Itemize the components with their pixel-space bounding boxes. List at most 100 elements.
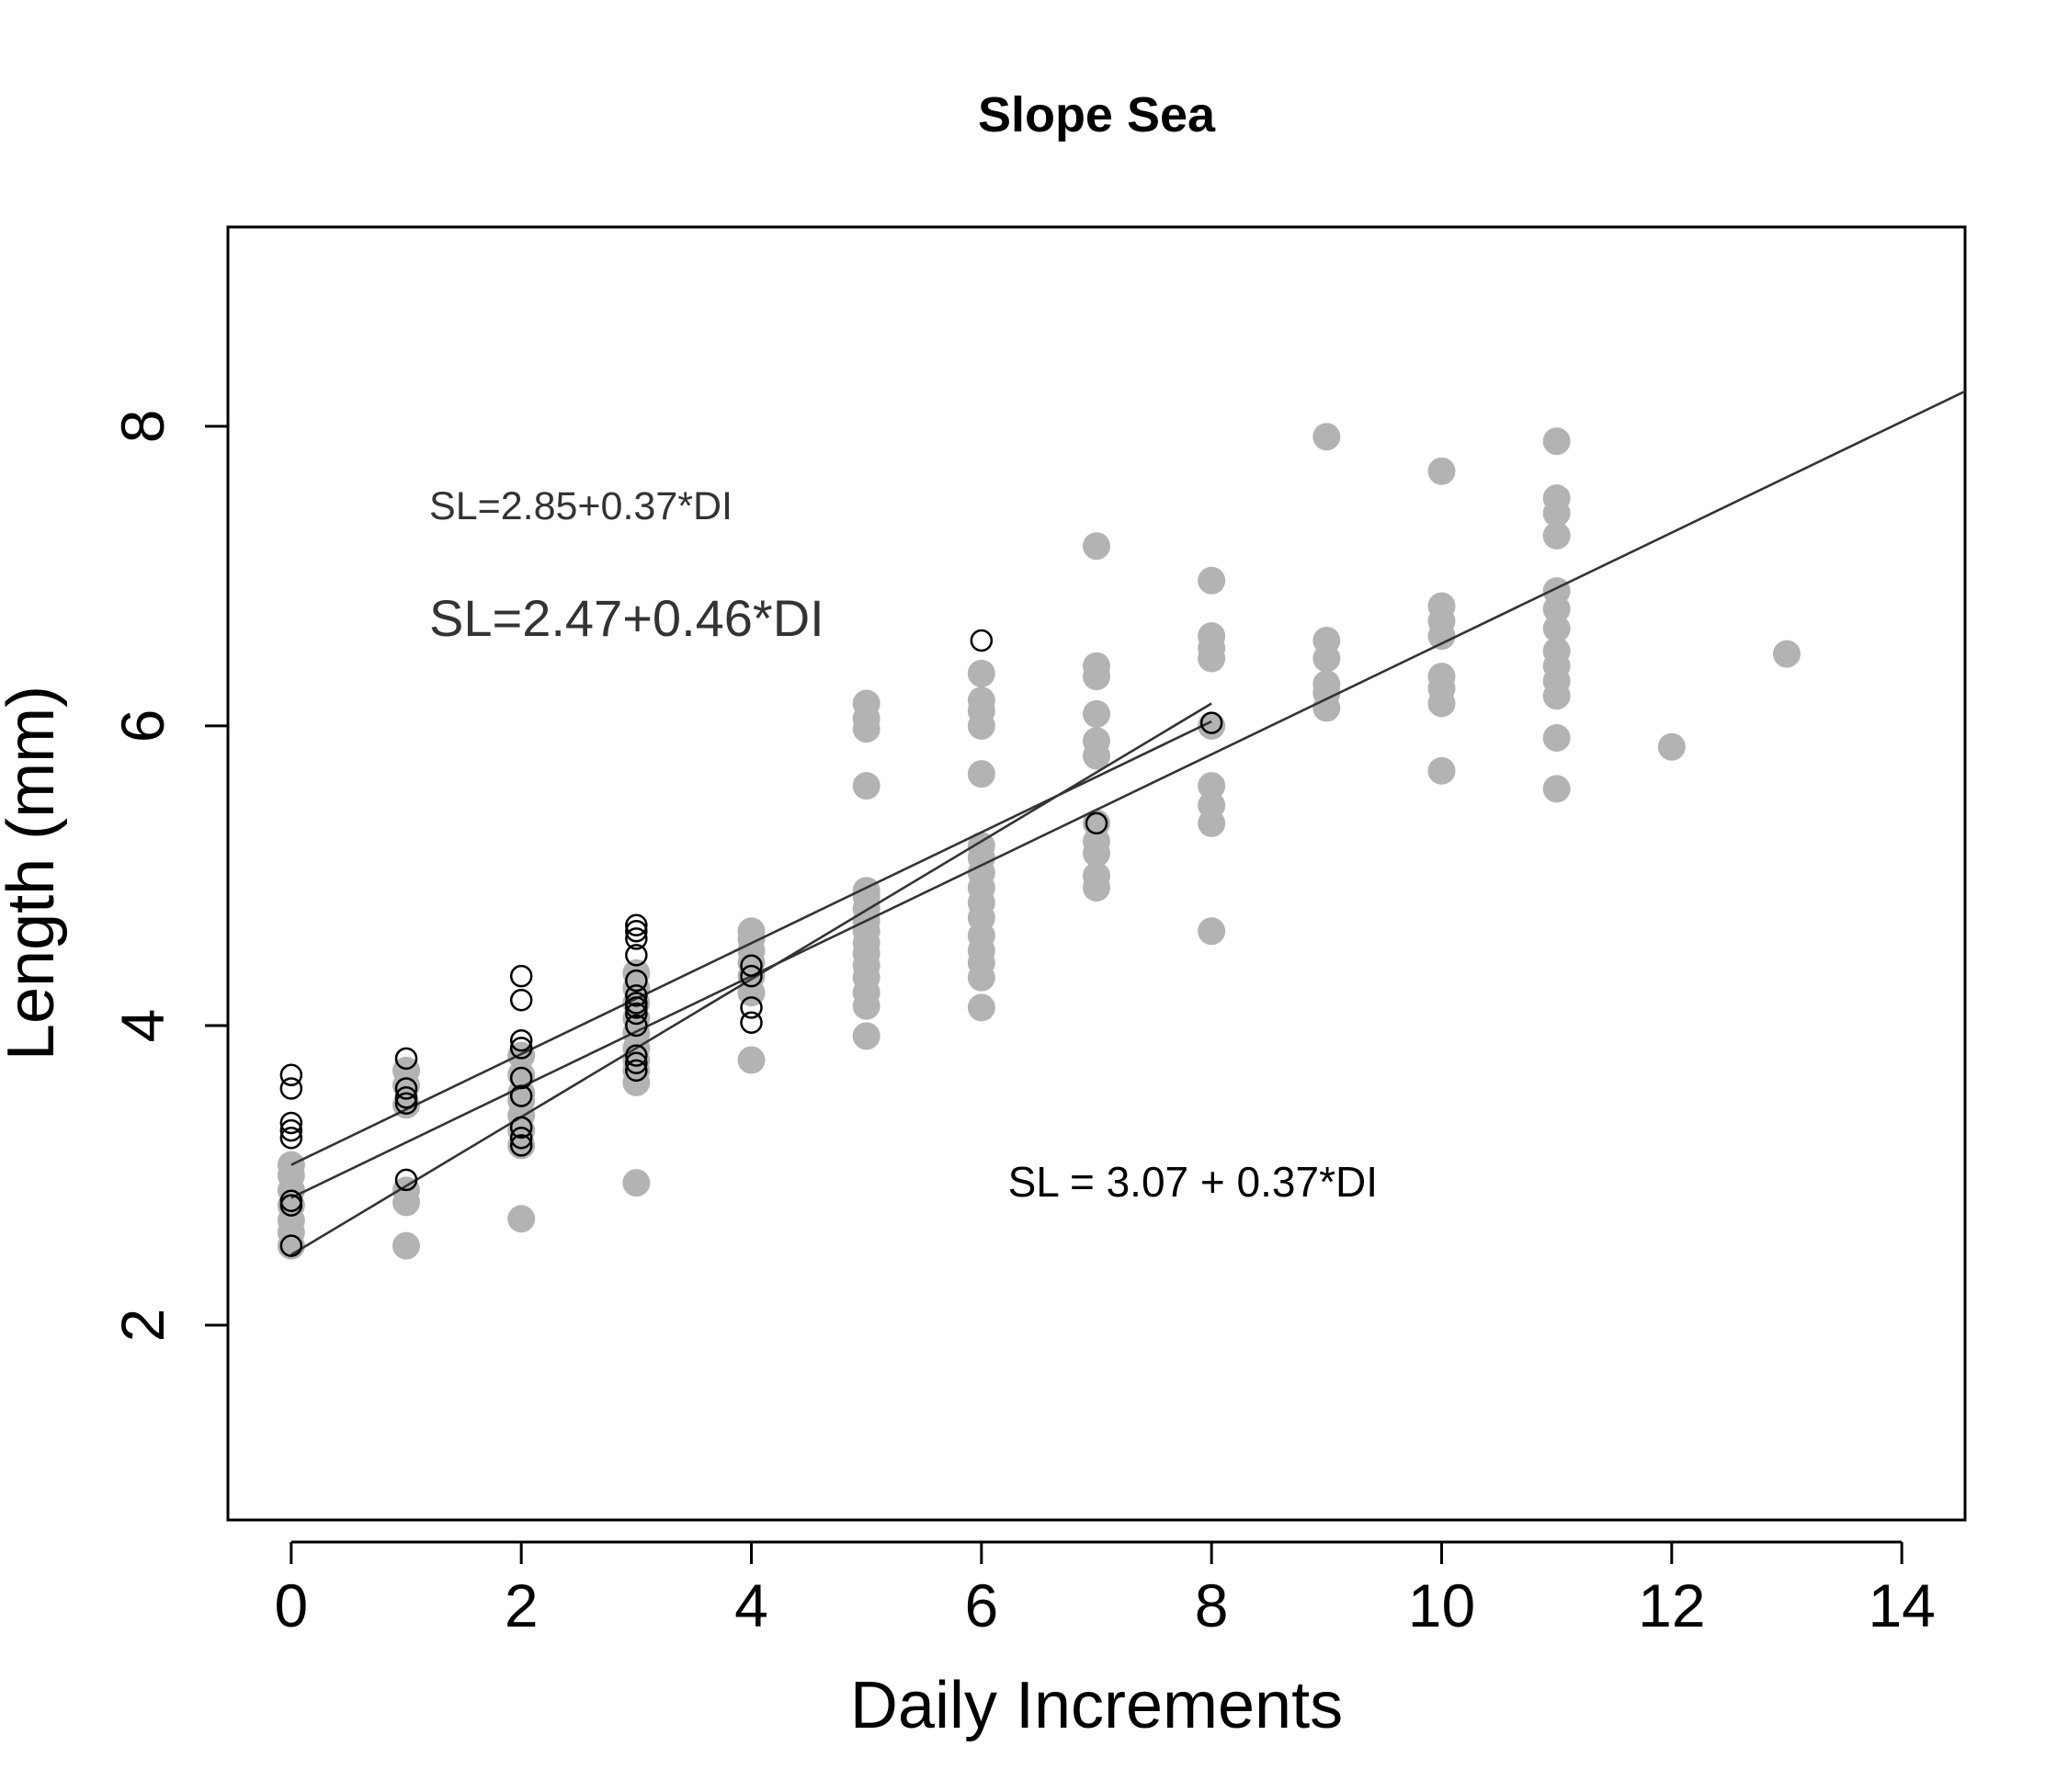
open-point <box>625 1051 648 1074</box>
x-tick-label: 10 <box>1408 1571 1475 1639</box>
x-tick-label: 4 <box>734 1571 768 1639</box>
open-point <box>279 1111 303 1135</box>
filled-point <box>967 993 995 1022</box>
filled-point <box>1083 727 1110 755</box>
open-point <box>279 1118 303 1142</box>
x-tick-label: 8 <box>1195 1571 1229 1639</box>
open-point <box>509 1066 533 1090</box>
open-point <box>279 1234 303 1257</box>
filled-point <box>1542 521 1571 550</box>
filled-point <box>1083 699 1110 728</box>
chart-title: Slope Sea <box>978 87 1216 142</box>
open-point <box>740 954 763 978</box>
open-point <box>394 1168 418 1192</box>
x-tick-label: 2 <box>505 1571 539 1639</box>
filled-point <box>852 877 881 905</box>
equation-annotations: SL=2.85+0.37*DI SL=2.47+0.46*DI SL = 3.07 … <box>429 484 1378 1206</box>
regression-lines <box>290 390 1966 1256</box>
open-point <box>625 944 648 967</box>
open-point <box>279 1189 303 1212</box>
x-tick-label: 14 <box>1868 1571 1935 1639</box>
open-point-series <box>279 629 1223 1257</box>
open-point <box>509 1084 533 1107</box>
open-point <box>509 989 533 1012</box>
open-point <box>625 1014 648 1038</box>
regression-line <box>290 720 1212 1166</box>
filled-point <box>1542 427 1571 456</box>
filled-point <box>967 659 995 687</box>
open-point <box>740 996 763 1019</box>
open-point <box>625 984 648 1007</box>
filled-point <box>1542 637 1571 665</box>
open-point <box>509 964 533 988</box>
filled-point <box>622 1169 651 1197</box>
y-axis: 2 4 6 8 <box>108 409 227 1342</box>
open-point <box>509 1037 533 1060</box>
open-point <box>970 629 994 652</box>
open-point <box>279 1077 303 1100</box>
equation-label: SL=2.85+0.37*DI <box>429 484 733 528</box>
filled-point <box>1542 723 1571 752</box>
y-tick-label: 4 <box>108 1009 176 1043</box>
open-point <box>394 1077 418 1100</box>
filled-point <box>1312 423 1341 451</box>
y-axis-label: Length (mm) <box>0 686 68 1060</box>
filled-point <box>1198 917 1226 946</box>
x-tick-label: 6 <box>964 1571 998 1639</box>
open-point <box>509 1127 533 1150</box>
open-point <box>509 1134 533 1157</box>
open-point <box>625 920 648 943</box>
filled-point <box>1542 484 1571 513</box>
filled-point <box>1542 775 1571 803</box>
open-point <box>1199 711 1223 734</box>
filled-point <box>1198 791 1226 820</box>
open-point <box>394 1092 418 1116</box>
filled-point <box>1083 532 1110 561</box>
open-point <box>625 1002 648 1026</box>
open-point <box>625 913 648 936</box>
plot-frame <box>226 225 1967 1522</box>
filled-point <box>967 832 995 860</box>
filled-point <box>1198 622 1226 651</box>
filled-point <box>392 1056 421 1084</box>
filled-point <box>967 760 995 788</box>
regression-line <box>290 390 1966 1199</box>
y-tick-label: 6 <box>108 709 176 743</box>
filled-point <box>1427 756 1456 785</box>
y-tick-label: 2 <box>108 1309 176 1343</box>
equation-label: SL=2.47+0.46*DI <box>429 589 824 647</box>
filled-point <box>1427 592 1456 620</box>
filled-point <box>1657 732 1686 761</box>
open-point <box>509 1116 533 1140</box>
equation-label: SL = 3.07 + 0.37*DI <box>1008 1158 1378 1206</box>
x-tick-label: 12 <box>1638 1571 1705 1639</box>
x-axis-label: Daily Increments <box>850 1669 1343 1742</box>
y-tick-label: 8 <box>108 409 176 443</box>
filled-point <box>1427 457 1456 485</box>
filled-point <box>1427 663 1456 691</box>
filled-point <box>737 917 766 946</box>
open-point <box>279 1063 303 1087</box>
filled-point <box>852 1022 881 1050</box>
open-point <box>1085 811 1108 835</box>
filled-point <box>1198 711 1226 740</box>
filled-point <box>1198 566 1226 595</box>
filled-point <box>1083 652 1110 680</box>
filled-point <box>1312 670 1341 698</box>
filled-point <box>507 1060 536 1089</box>
filled-point <box>1542 577 1571 606</box>
open-point <box>394 1047 418 1071</box>
filled-point <box>507 1205 536 1233</box>
open-point <box>625 992 648 1015</box>
open-point <box>394 1085 418 1109</box>
filled-point <box>1312 626 1341 654</box>
filled-point <box>1198 772 1226 800</box>
filled-point-series <box>277 423 1801 1260</box>
filled-point <box>1542 614 1571 642</box>
open-point <box>279 1127 303 1150</box>
filled-point <box>852 772 881 800</box>
filled-point <box>392 1231 421 1260</box>
filled-point <box>1772 640 1801 668</box>
open-point <box>740 964 763 988</box>
